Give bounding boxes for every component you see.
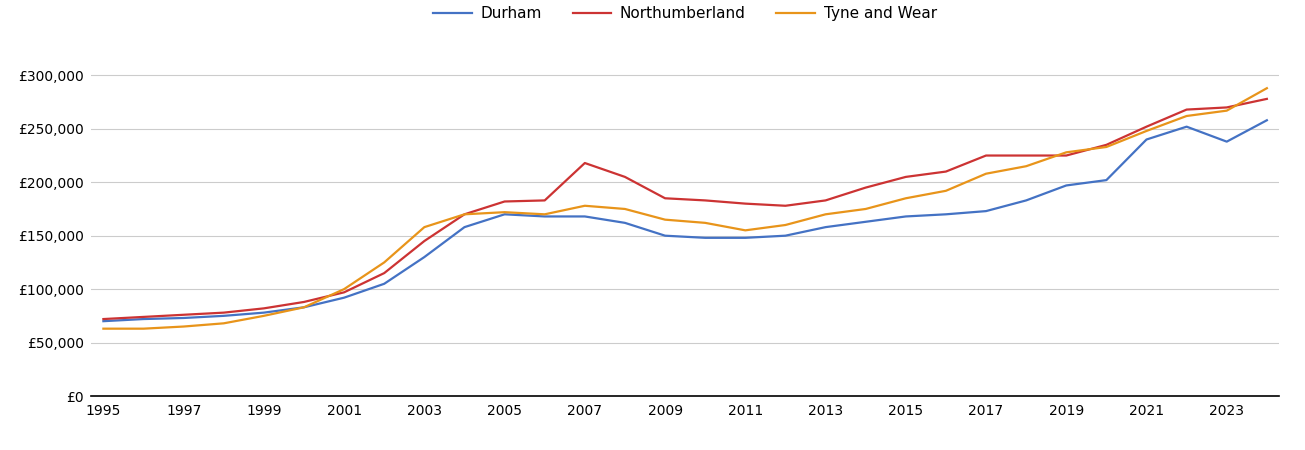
Durham bbox=[1219, 139, 1235, 144]
Line: Tyne and Wear: Tyne and Wear bbox=[103, 88, 1267, 328]
Northumberland bbox=[1259, 96, 1275, 102]
Durham bbox=[577, 214, 592, 219]
Tyne and Wear bbox=[778, 222, 793, 228]
Durham bbox=[337, 295, 352, 301]
Northumberland bbox=[898, 174, 913, 180]
Durham bbox=[497, 212, 513, 217]
Durham bbox=[215, 313, 231, 319]
Tyne and Wear bbox=[376, 260, 392, 265]
Northumberland bbox=[577, 160, 592, 166]
Durham bbox=[1139, 137, 1155, 142]
Durham bbox=[1099, 177, 1114, 183]
Northumberland bbox=[215, 310, 231, 315]
Tyne and Wear bbox=[136, 326, 151, 331]
Northumberland bbox=[737, 201, 753, 206]
Durham bbox=[778, 233, 793, 238]
Northumberland bbox=[536, 198, 552, 203]
Durham bbox=[176, 315, 192, 321]
Northumberland bbox=[337, 290, 352, 295]
Durham bbox=[697, 235, 713, 240]
Tyne and Wear bbox=[1058, 149, 1074, 155]
Northumberland bbox=[979, 153, 994, 158]
Northumberland bbox=[416, 238, 432, 244]
Tyne and Wear bbox=[256, 313, 271, 319]
Northumberland bbox=[457, 212, 472, 217]
Durham bbox=[1058, 183, 1074, 188]
Tyne and Wear bbox=[818, 212, 834, 217]
Northumberland bbox=[1178, 107, 1194, 112]
Northumberland bbox=[497, 199, 513, 204]
Tyne and Wear bbox=[1178, 113, 1194, 119]
Tyne and Wear bbox=[938, 188, 954, 194]
Durham bbox=[376, 281, 392, 287]
Tyne and Wear bbox=[979, 171, 994, 176]
Northumberland bbox=[778, 203, 793, 208]
Northumberland bbox=[617, 174, 633, 180]
Northumberland bbox=[136, 314, 151, 319]
Durham bbox=[256, 310, 271, 315]
Tyne and Wear bbox=[337, 287, 352, 292]
Tyne and Wear bbox=[658, 217, 673, 222]
Tyne and Wear bbox=[577, 203, 592, 208]
Northumberland bbox=[1139, 124, 1155, 130]
Tyne and Wear bbox=[1099, 144, 1114, 150]
Durham bbox=[938, 212, 954, 217]
Northumberland bbox=[256, 306, 271, 311]
Tyne and Wear bbox=[416, 225, 432, 230]
Durham bbox=[857, 219, 873, 225]
Durham bbox=[658, 233, 673, 238]
Tyne and Wear bbox=[457, 212, 472, 217]
Tyne and Wear bbox=[95, 326, 111, 331]
Durham bbox=[1259, 117, 1275, 123]
Northumberland bbox=[818, 198, 834, 203]
Durham bbox=[136, 316, 151, 322]
Northumberland bbox=[376, 270, 392, 276]
Tyne and Wear bbox=[1219, 108, 1235, 113]
Northumberland bbox=[1099, 142, 1114, 148]
Durham bbox=[296, 305, 312, 310]
Northumberland bbox=[697, 198, 713, 203]
Line: Durham: Durham bbox=[103, 120, 1267, 321]
Durham bbox=[818, 225, 834, 230]
Northumberland bbox=[95, 316, 111, 322]
Tyne and Wear bbox=[737, 228, 753, 233]
Durham bbox=[95, 319, 111, 324]
Northumberland bbox=[1058, 153, 1074, 158]
Durham bbox=[1178, 124, 1194, 130]
Tyne and Wear bbox=[1139, 128, 1155, 134]
Durham bbox=[737, 235, 753, 240]
Tyne and Wear bbox=[697, 220, 713, 225]
Tyne and Wear bbox=[1018, 163, 1034, 169]
Line: Northumberland: Northumberland bbox=[103, 99, 1267, 319]
Durham bbox=[617, 220, 633, 225]
Durham bbox=[536, 214, 552, 219]
Tyne and Wear bbox=[857, 206, 873, 211]
Legend: Durham, Northumberland, Tyne and Wear: Durham, Northumberland, Tyne and Wear bbox=[427, 0, 944, 27]
Durham bbox=[979, 208, 994, 214]
Tyne and Wear bbox=[497, 209, 513, 215]
Durham bbox=[457, 225, 472, 230]
Tyne and Wear bbox=[617, 206, 633, 211]
Northumberland bbox=[296, 299, 312, 305]
Tyne and Wear bbox=[898, 196, 913, 201]
Durham bbox=[1018, 198, 1034, 203]
Northumberland bbox=[658, 196, 673, 201]
Northumberland bbox=[176, 312, 192, 318]
Tyne and Wear bbox=[1259, 86, 1275, 91]
Northumberland bbox=[1219, 105, 1235, 110]
Tyne and Wear bbox=[536, 212, 552, 217]
Northumberland bbox=[938, 169, 954, 174]
Durham bbox=[416, 254, 432, 260]
Northumberland bbox=[857, 185, 873, 190]
Durham bbox=[898, 214, 913, 219]
Northumberland bbox=[1018, 153, 1034, 158]
Tyne and Wear bbox=[215, 320, 231, 326]
Tyne and Wear bbox=[296, 305, 312, 310]
Tyne and Wear bbox=[176, 324, 192, 329]
